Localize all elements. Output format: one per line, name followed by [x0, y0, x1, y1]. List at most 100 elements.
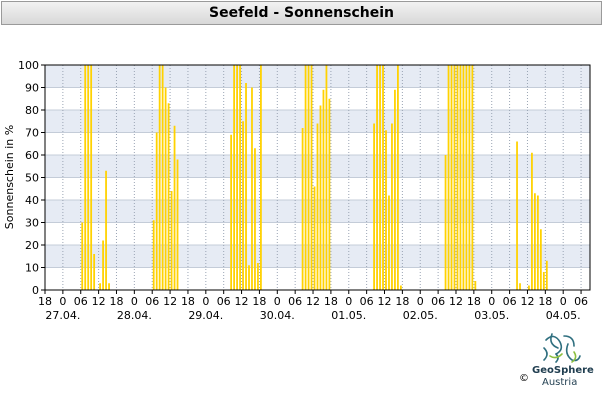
x-tick-label: 06: [74, 295, 88, 308]
x-tick-label: 06: [145, 295, 159, 308]
sunshine-bar: [322, 89, 325, 290]
chart-title: Seefeld - Sonnenschein: [1, 1, 602, 25]
sunshine-bar: [310, 65, 313, 290]
x-tick-label: 0: [560, 295, 567, 308]
sunshine-bar: [164, 87, 167, 290]
sunshine-bar: [456, 65, 459, 290]
y-tick-label: 30: [25, 217, 39, 230]
date-label: 04.05.: [546, 309, 581, 322]
sunshine-bar: [539, 229, 542, 290]
y-tick-label: 50: [25, 172, 39, 185]
bar-series: [81, 65, 548, 290]
x-tick-label: 06: [360, 295, 374, 308]
sunshine-bar: [99, 283, 101, 290]
sunshine-bar: [468, 65, 471, 290]
date-label: 28.04.: [117, 309, 152, 322]
sunshine-bar: [307, 65, 310, 290]
sunshine-bar: [453, 65, 456, 290]
sunshine-bar: [304, 65, 307, 290]
x-tick-label: 12: [235, 295, 249, 308]
sunshine-bar: [379, 65, 381, 290]
sunshine-bar: [394, 89, 396, 290]
date-label: 27.04.: [45, 309, 80, 322]
sunshine-bar: [173, 125, 176, 290]
x-tick-label: 06: [574, 295, 588, 308]
x-tick-label: 0: [274, 295, 281, 308]
sunshine-bar: [301, 128, 304, 290]
x-tick-label: 06: [431, 295, 445, 308]
sunshine-bar: [102, 240, 104, 290]
sunshine-bar: [444, 155, 447, 290]
sunshine-bar: [239, 65, 241, 290]
x-tick-label: 18: [395, 295, 409, 308]
sunshine-bar: [459, 65, 462, 290]
x-tick-label: 06: [503, 295, 517, 308]
x-tick-label: 18: [38, 295, 52, 308]
sunshine-bar: [447, 65, 450, 290]
y-tick-label: 10: [25, 262, 39, 275]
x-tick-label: 06: [288, 295, 302, 308]
sunshine-bar: [236, 65, 238, 290]
date-label: 30.04.: [260, 309, 295, 322]
sunshine-bar: [325, 65, 328, 290]
sunshine-bar: [87, 65, 90, 290]
y-tick-label: 70: [25, 127, 39, 140]
sunshine-bar: [84, 65, 87, 290]
x-tick-label: 0: [131, 295, 138, 308]
x-tick-label: 12: [378, 295, 392, 308]
x-tick-label: 12: [520, 295, 534, 308]
sunshine-bar: [230, 134, 233, 290]
y-axis-label: Sonnenschein in %: [3, 125, 16, 229]
sunshine-bar: [385, 130, 387, 290]
grid-band: [45, 87, 590, 110]
x-axis: 18 0 06 12 18 0 06 12 18 0 06 12 18 0 06 12 18 0 06 12 18 0 06…: [38, 290, 588, 322]
y-tick-label: 90: [25, 82, 39, 95]
sunshine-bar: [534, 193, 536, 290]
sunshine-bar: [450, 65, 453, 290]
sunshine-bar: [260, 65, 262, 290]
date-label: 02.05.: [403, 309, 438, 322]
sunshine-bar: [242, 121, 244, 290]
sunshine-bar: [251, 87, 253, 290]
sunshine-bar: [93, 254, 96, 290]
x-tick-label: 0: [202, 295, 209, 308]
sunshine-bar: [152, 220, 155, 290]
sunshine-bar: [257, 263, 259, 290]
sunshine-bar: [474, 281, 477, 290]
y-tick-label: 0: [32, 284, 39, 297]
x-tick-label: 0: [417, 295, 424, 308]
sunshine-bar: [233, 65, 236, 290]
sunshine-bar: [105, 170, 107, 290]
date-label: 29.04.: [188, 309, 223, 322]
x-tick-label: 12: [163, 295, 177, 308]
sunshine-bar: [319, 105, 322, 290]
sunshine-bar: [388, 195, 390, 290]
sunshine-bar: [170, 191, 173, 290]
x-tick-label: 18: [252, 295, 266, 308]
sunshine-bar: [536, 195, 539, 290]
x-tick-label: 12: [306, 295, 320, 308]
sunshine-bar: [382, 65, 384, 290]
sunshine-bar: [248, 265, 250, 290]
sunshine-bar: [391, 123, 393, 290]
sunshine-bar: [245, 83, 247, 290]
sunshine-bar: [528, 285, 530, 290]
x-tick-label: 12: [92, 295, 106, 308]
geosphere-logo-icon: [543, 333, 581, 363]
sunshine-bar: [542, 272, 545, 290]
x-tick-label: 06: [217, 295, 231, 308]
sunshine-bar: [161, 65, 164, 290]
logo-name: GeoSphere: [532, 365, 594, 376]
sunshine-bar: [176, 159, 179, 290]
sunshine-bar: [376, 65, 378, 290]
grid-band: [45, 65, 590, 88]
x-tick-label: 0: [345, 295, 352, 308]
logo-country: Austria: [542, 377, 578, 388]
sunshine-bar: [158, 65, 161, 290]
y-tick-label: 20: [25, 239, 39, 252]
sunshine-bar: [471, 65, 474, 290]
date-label: 03.05.: [474, 309, 509, 322]
x-tick-label: 0: [59, 295, 66, 308]
x-tick-label: 0: [488, 295, 495, 308]
